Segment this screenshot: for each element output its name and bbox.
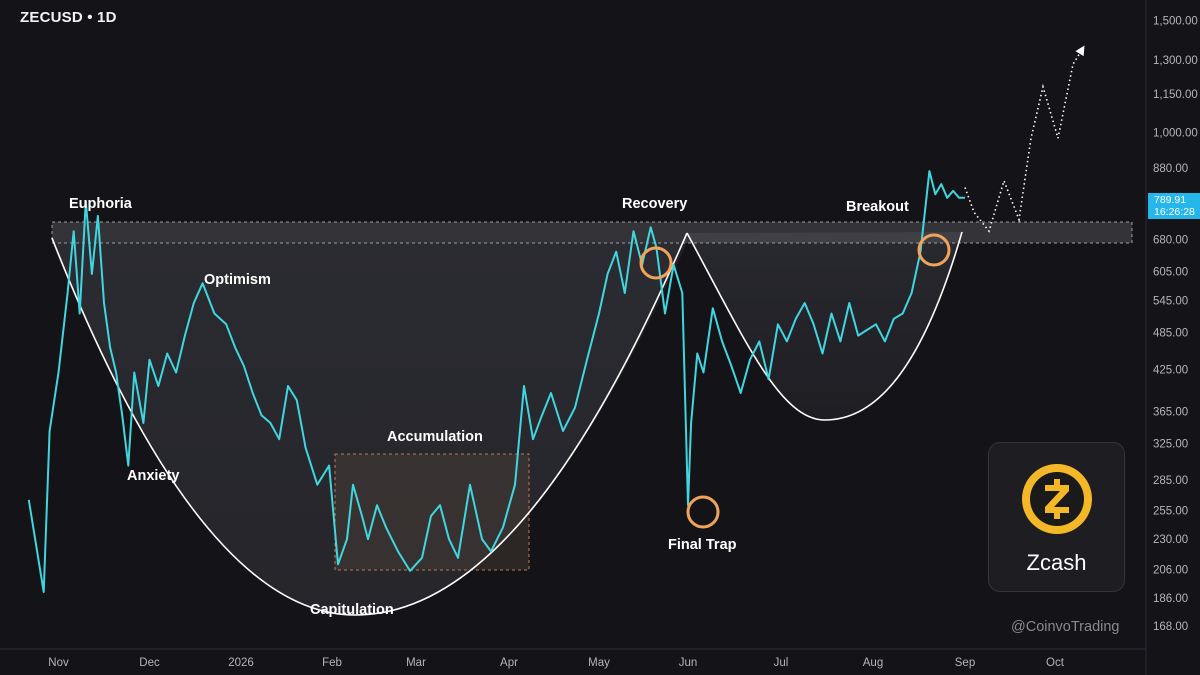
y-tick-label: 1,500.00 — [1153, 15, 1198, 27]
x-tick-label: Nov — [48, 657, 69, 669]
y-tick-label: 1,000.00 — [1153, 128, 1198, 140]
y-tick-label: 680.00 — [1153, 234, 1188, 246]
watermark-handle: @CoinvoTrading — [1011, 619, 1120, 635]
x-tick-label: Sep — [955, 657, 975, 669]
y-tick-label: 425.00 — [1153, 364, 1188, 376]
y-tick-label: 1,300.00 — [1153, 55, 1198, 67]
y-tick-label: 485.00 — [1153, 328, 1188, 340]
label-recovery: Recovery — [622, 196, 687, 212]
x-tick-label: May — [588, 657, 610, 669]
main-cup-body — [52, 243, 687, 615]
last-price: 789.91 — [1154, 194, 1187, 206]
brand-name: Zcash — [1026, 550, 1087, 575]
x-tick-label: Jul — [774, 657, 789, 669]
y-tick-label: 230.00 — [1153, 534, 1188, 546]
label-anxiety: Anxiety — [127, 468, 179, 484]
resistance-zone — [51, 221, 1133, 244]
x-tick-label: Apr — [500, 657, 518, 669]
brand-card: Zcash — [988, 442, 1125, 592]
y-tick-label: 1,150.00 — [1153, 89, 1198, 101]
y-tick-label: 545.00 — [1153, 296, 1188, 308]
main-cup-fill — [52, 233, 687, 615]
handle-cup-fill — [687, 232, 962, 420]
recovery-marker — [639, 246, 673, 280]
label-capitulation: Capitulation — [310, 602, 394, 618]
x-tick-label: Feb — [322, 657, 342, 669]
y-tick-label: 605.00 — [1153, 267, 1188, 279]
label-final-trap: Final Trap — [668, 537, 737, 553]
symbol-title: ZECUSD • 1D — [20, 9, 117, 26]
x-tick-label: Jun — [679, 657, 698, 669]
price-series-line — [27, 170, 965, 593]
accumulation-zone — [334, 453, 530, 571]
main-cup-curve — [51, 232, 688, 616]
projection-path — [964, 45, 1085, 233]
last-price-tag: 789.91 16:26:28 — [1148, 193, 1200, 219]
y-tick-label: 168.00 — [1153, 621, 1188, 633]
y-tick-label: 365.00 — [1153, 406, 1188, 418]
y-tick-label: 206.00 — [1153, 565, 1188, 577]
x-tick-label: Mar — [406, 657, 426, 669]
bar-countdown: 16:26:28 — [1154, 206, 1195, 218]
y-tick-label: 325.00 — [1153, 439, 1188, 451]
y-tick-label: 255.00 — [1153, 506, 1188, 518]
x-tick-label: Dec — [139, 657, 160, 669]
final-trap-marker — [686, 495, 720, 529]
y-tick-label: 186.00 — [1153, 593, 1188, 605]
breakout-marker — [917, 233, 951, 267]
label-accumulation: Accumulation — [387, 429, 483, 445]
x-tick-label: Oct — [1046, 657, 1065, 669]
label-euphoria: Euphoria — [69, 196, 133, 212]
x-tick-label: 2026 — [228, 657, 254, 669]
x-tick-label: Aug — [863, 657, 883, 669]
handle-cup-curve — [686, 231, 963, 421]
y-tick-label: 880.00 — [1153, 163, 1188, 175]
zcash-logo-icon — [1022, 464, 1092, 534]
label-breakout: Breakout — [846, 199, 909, 215]
label-optimism: Optimism — [204, 272, 271, 288]
y-tick-label: 285.00 — [1153, 475, 1188, 487]
